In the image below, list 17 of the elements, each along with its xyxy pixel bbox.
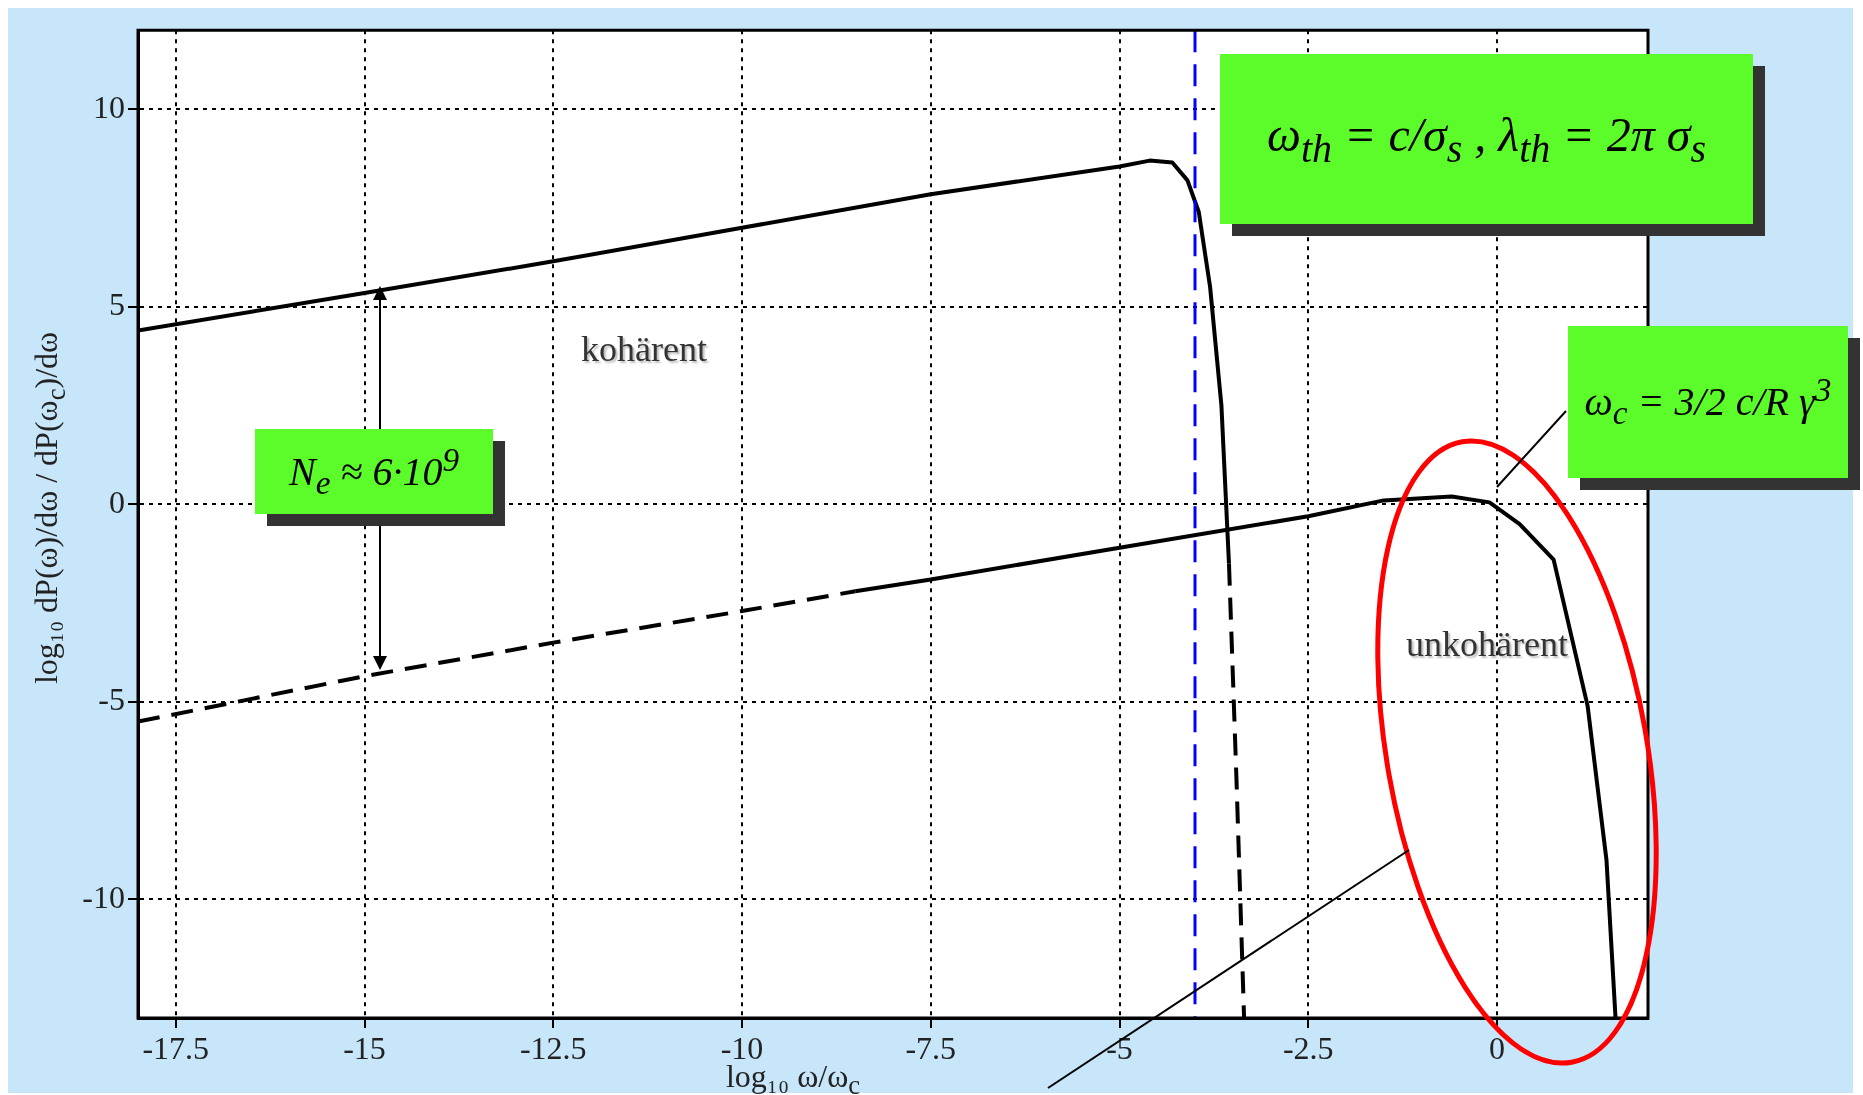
y-tick-label: -10 bbox=[82, 878, 125, 915]
x-tick-label: -15 bbox=[343, 1029, 386, 1066]
annotation: kohärent bbox=[581, 328, 707, 370]
x-tick-label: -2.5 bbox=[1282, 1029, 1334, 1066]
y-tick-label: -5 bbox=[98, 681, 125, 718]
y-tick-label: 10 bbox=[93, 88, 125, 125]
x-tick-label: -5 bbox=[1106, 1029, 1133, 1066]
x-tick-label: -17.5 bbox=[142, 1029, 210, 1066]
annotation: unkohärent bbox=[1406, 623, 1568, 665]
y-tick-label: 5 bbox=[109, 286, 125, 323]
annotation: ω$_{c}$ = 3/2 c/R γ$^{3}$ bbox=[1584, 371, 1832, 433]
x-tick-label: 0 bbox=[1489, 1029, 1505, 1066]
annotation: N$_{e}$ ≈ 6·10$^{9}$ bbox=[288, 440, 460, 503]
y-tick-label: 0 bbox=[109, 483, 125, 520]
x-tick-label: -7.5 bbox=[905, 1029, 957, 1066]
annotation: ω$_{th}$ = c/σ$_{s}$ , λ$_{th}$ = 2π σ$_{s}$ bbox=[1267, 106, 1706, 172]
x-tick-label: -12.5 bbox=[519, 1029, 587, 1066]
